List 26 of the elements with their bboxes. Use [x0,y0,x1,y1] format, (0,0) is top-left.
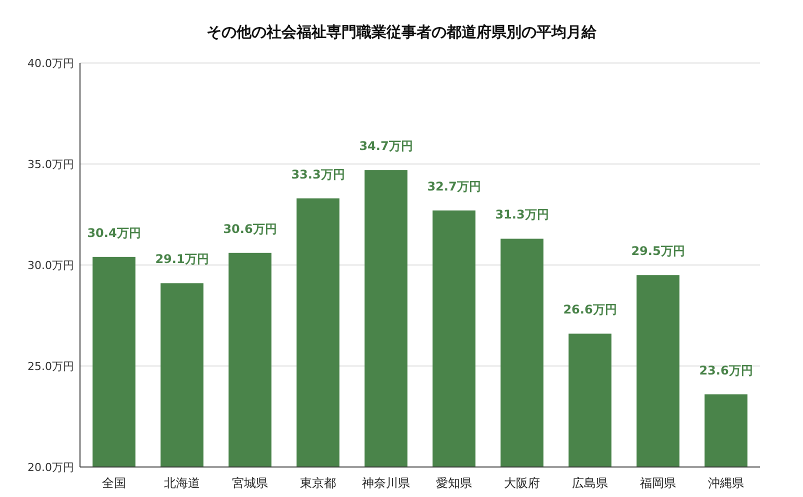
y-tick-label: 40.0万円 [28,57,74,70]
x-tick-label: 沖縄県 [708,476,744,490]
data-label: 30.4万円 [87,226,141,240]
data-label: 32.7万円 [427,179,481,194]
x-tick-label: 北海道 [164,476,200,490]
x-tick-label: 東京都 [300,476,336,490]
chart-title: その他の社会福祉専門職業従事者の都道府県別の平均月給 [206,23,598,41]
x-tick-label: 神奈川県 [362,476,410,490]
data-label: 30.6万円 [223,222,277,236]
x-tick-label: 福岡県 [640,476,676,490]
data-label: 29.5万円 [631,244,685,258]
x-tick-label: 全国 [102,476,126,490]
data-label: 31.3万円 [495,208,549,222]
x-tick-label: 宮城県 [232,476,268,490]
data-label: 34.7万円 [359,139,413,154]
data-label: 23.6万円 [699,363,753,378]
y-tick-label: 30.0万円 [28,259,74,272]
data-label: 26.6万円 [563,302,617,317]
data-label: 29.1万円 [155,252,209,266]
data-label: 33.3万円 [291,167,345,182]
x-tick-label: 広島県 [572,476,608,490]
y-tick-label: 35.0万円 [28,158,74,171]
x-tick-label: 愛知県 [436,476,472,490]
x-tick-label: 大阪府 [504,476,540,490]
y-tick-label: 20.0万円 [28,461,74,474]
y-tick-label: 25.0万円 [28,360,74,373]
